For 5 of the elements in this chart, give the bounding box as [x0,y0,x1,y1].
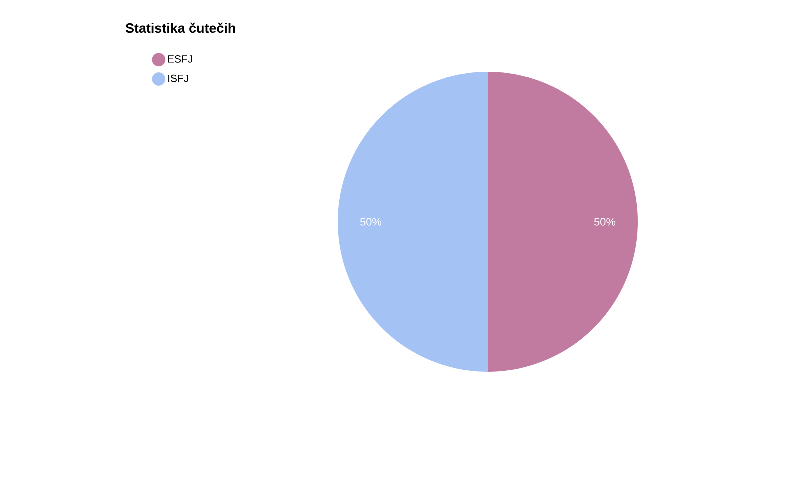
data-label: 50% [360,218,382,226]
data-label: 50% [594,218,616,226]
legend-label: ISFJ [168,74,188,82]
legend-label: ESFJ [168,55,192,63]
chart-title: Statistika čutečih [126,22,236,34]
